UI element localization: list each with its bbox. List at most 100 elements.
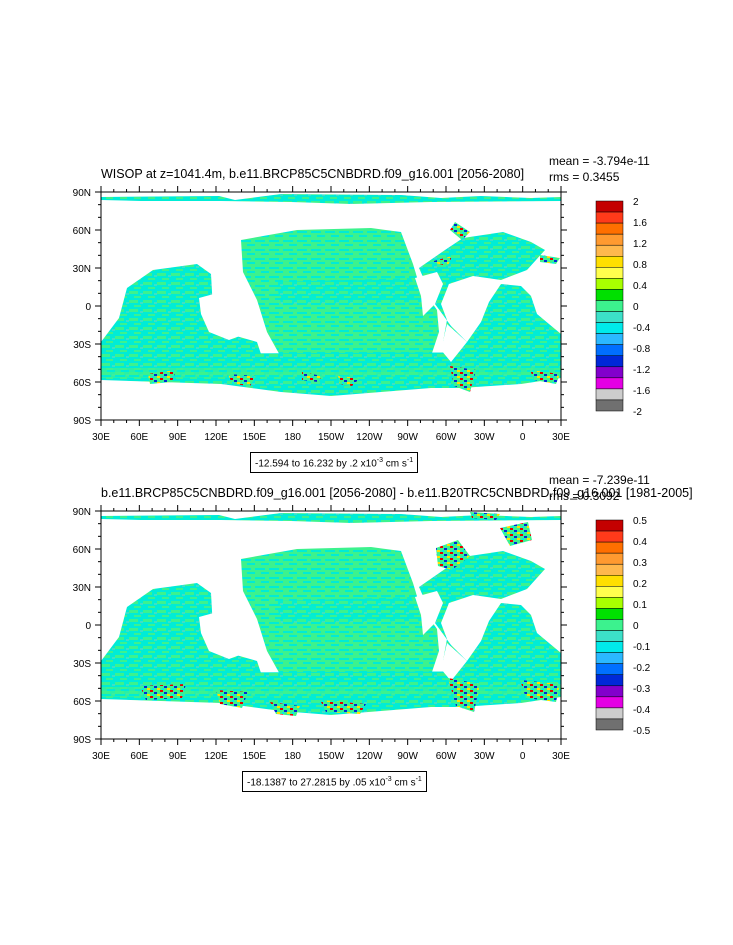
- colorbar-swatch: [595, 333, 624, 345]
- colorbar-swatch: [595, 519, 624, 532]
- colorbar-swatch: [595, 267, 624, 279]
- x-tick-label: 60E: [130, 751, 148, 762]
- hotspot: [270, 702, 300, 716]
- colorbar-swatch: [595, 563, 624, 576]
- x-tick-label: 180: [284, 751, 301, 762]
- x-tick-label: 30E: [92, 432, 110, 443]
- colorbar-label: -2: [633, 407, 642, 418]
- x-tick-label: 30E: [92, 751, 110, 762]
- colorbar-swatch: [595, 541, 624, 554]
- range-box: -18.1387 to 27.2815 by .05 x10-3 cm s-1: [242, 771, 427, 793]
- colorbar-label: 0.8: [633, 260, 647, 271]
- x-tick-label: 150E: [243, 751, 267, 762]
- colorbar-swatch: [595, 377, 624, 390]
- colorbar: 0.5 0.4 0.3 0.2 0.1 0 -0.1 -0.2 -0.3 -0.4 -0.5: [595, 516, 651, 737]
- colorbar-swatch: [595, 366, 624, 379]
- colorbar-swatch: [595, 707, 624, 720]
- colorbar-swatch: [595, 652, 624, 664]
- colorbar-swatch: [595, 630, 624, 642]
- colorbar-label: 0.2: [633, 579, 647, 590]
- y-tick-label: 0: [85, 621, 91, 632]
- colorbar-label: 0.1: [633, 600, 647, 611]
- colorbar-label: -0.4: [633, 705, 651, 716]
- x-tick-label: 90W: [397, 751, 418, 762]
- x-tick-label: 120W: [356, 432, 383, 443]
- colorbar-label: -0.4: [633, 323, 651, 334]
- colorbar-label: 0.5: [633, 516, 647, 527]
- map-area: [101, 511, 561, 739]
- range-box: -12.594 to 16.232 by .2 x10-3 cm s-1: [250, 452, 419, 474]
- colorbar-label: 1.2: [633, 239, 647, 250]
- colorbar-swatch: [595, 718, 624, 731]
- x-tick-label: 30E: [552, 751, 570, 762]
- x-tick-label: 60E: [130, 432, 148, 443]
- colorbar-swatch: [595, 586, 624, 598]
- colorbar-label: -0.3: [633, 684, 651, 695]
- y-tick-label: 60N: [73, 545, 91, 556]
- range-unit-exponent: -1: [406, 457, 414, 464]
- colorbar-label: -1.6: [633, 386, 651, 397]
- y-tick-label: 30N: [73, 264, 91, 275]
- range-unit: cm s: [391, 777, 416, 789]
- axis-ticks: 30E 60E 90E 120E 150E 180 150W 120W 90W 60W 30W 0 30…: [73, 186, 570, 443]
- hotspot: [520, 680, 560, 702]
- colorbar-swatch: [595, 344, 624, 356]
- panel-title: WISOP at z=1041.4m, b.e11.BRCP85C5CNBDRD…: [101, 167, 524, 181]
- colorbar-swatch: [595, 322, 624, 334]
- x-tick-label: 180: [284, 432, 301, 443]
- range-unit: cm s: [383, 458, 407, 470]
- colorbar-swatch: [595, 530, 624, 543]
- colorbar-swatch: [595, 233, 624, 246]
- colorbar-label: 0.3: [633, 558, 647, 569]
- x-tick-label: 30W: [474, 432, 495, 443]
- colorbar-label: 1.6: [633, 218, 647, 229]
- x-tick-label: 60W: [436, 751, 457, 762]
- colorbar-swatch: [595, 388, 624, 401]
- x-tick-label: 0: [520, 751, 526, 762]
- hotspot: [450, 222, 470, 240]
- colorbar-swatch: [595, 641, 624, 653]
- range-unit-exponent: -1: [415, 776, 422, 783]
- x-tick-label: 0: [520, 432, 526, 443]
- colorbar-swatch: [595, 289, 624, 301]
- mean-text: mean = -7.239e-11: [549, 473, 650, 487]
- x-tick-label: 150W: [318, 751, 345, 762]
- colorbar-swatch: [595, 552, 624, 565]
- colorbar-swatch: [595, 619, 624, 631]
- hotspot: [470, 512, 500, 520]
- x-tick-label: 90W: [397, 432, 418, 443]
- colorbar-swatch: [595, 399, 624, 412]
- y-tick-label: 30S: [73, 659, 91, 670]
- hotspot: [530, 370, 560, 384]
- x-tick-label: 90E: [169, 751, 187, 762]
- hotspot: [450, 366, 476, 392]
- map-area: [101, 192, 561, 420]
- panel-title: b.e11.BRCP85C5CNBDRD.f09_g16.001 [2056-2…: [101, 486, 693, 500]
- colorbar-label: 2: [633, 197, 639, 208]
- hotspot: [302, 372, 322, 382]
- y-tick-label: 0: [85, 302, 91, 313]
- hotspot: [430, 256, 452, 266]
- colorbar-swatch: [595, 608, 624, 620]
- colorbar-swatch: [595, 278, 624, 290]
- colorbar-swatch: [595, 696, 624, 709]
- colorbar-swatch: [595, 663, 624, 675]
- hotspot: [338, 376, 360, 386]
- mean-text: mean = -3.794e-11: [549, 154, 650, 168]
- colorbar: 2 1.6 1.2 0.8 0.4 0 -0.4 -0.8 -1.2 -1.6 -2: [595, 197, 651, 418]
- colorbar-label: -0.5: [633, 726, 651, 737]
- hotspot: [500, 522, 532, 546]
- y-tick-label: 90S: [73, 735, 91, 746]
- x-tick-label: 120E: [204, 751, 228, 762]
- colorbar-swatch: [595, 597, 624, 609]
- x-tick-label: 30W: [474, 751, 495, 762]
- hotspot: [148, 370, 176, 384]
- hotspot: [140, 684, 186, 700]
- colorbar-swatch: [595, 674, 624, 687]
- colorbar-label: 0: [633, 621, 639, 632]
- colorbar-swatch: [595, 244, 624, 257]
- range-text: -18.1387 to 27.2815 by .05 x10: [247, 777, 386, 789]
- range-text: -12.594 to 16.232 by .2 x10: [255, 458, 377, 470]
- colorbar-label: -0.2: [633, 663, 651, 674]
- hotspot: [540, 255, 560, 264]
